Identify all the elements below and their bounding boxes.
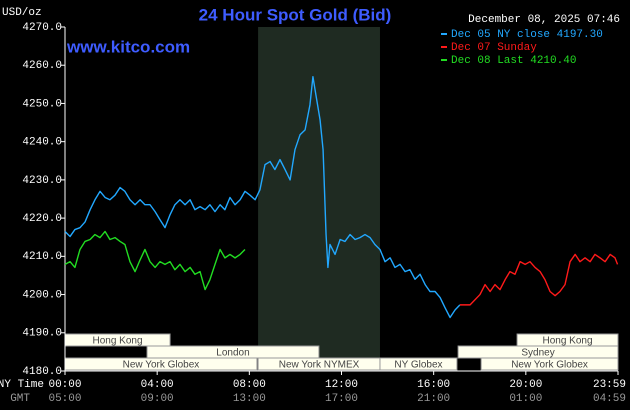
y-tick-label: 4180.0 bbox=[22, 366, 62, 378]
y-tick-label: 4260.0 bbox=[22, 60, 62, 72]
y-tick-label: 4230.0 bbox=[22, 175, 62, 187]
x-tick-label: 12:00 bbox=[325, 379, 358, 391]
gmt-tick-label: 17:00 bbox=[325, 393, 358, 405]
y-tick-label: 4200.0 bbox=[22, 289, 62, 301]
session-label: New York Globex bbox=[511, 360, 588, 371]
chart-title: 24 Hour Spot Gold (Bid) bbox=[199, 5, 392, 24]
session-label: NY Globex bbox=[394, 360, 442, 371]
y-tick-label: 4270.0 bbox=[22, 22, 62, 34]
y-tick-label: 4190.0 bbox=[22, 328, 62, 340]
session-box bbox=[516, 333, 619, 347]
session-label: Hong Kong bbox=[93, 336, 143, 347]
legend-label: Dec 08 Last 4210.40 bbox=[451, 55, 576, 67]
session-label: New York Globex bbox=[123, 360, 200, 371]
session-box bbox=[480, 357, 619, 371]
session-label: New York NYMEX bbox=[279, 360, 360, 371]
x-tick-label: 08:00 bbox=[233, 379, 266, 391]
x-tick-label: 00:00 bbox=[48, 379, 81, 391]
x-tick-label: 16:00 bbox=[417, 379, 450, 391]
highlight-band bbox=[258, 27, 380, 371]
gmt-tick-label: 05:00 bbox=[48, 393, 81, 405]
y-tick-label: 4250.0 bbox=[22, 98, 62, 110]
x-tick-label: 23:59 bbox=[593, 379, 626, 391]
gmt-row-label: GMT bbox=[10, 393, 30, 405]
y-tick-label: 4240.0 bbox=[22, 137, 62, 149]
session-label: Hong Kong bbox=[543, 336, 593, 347]
gmt-tick-label: 01:00 bbox=[509, 393, 542, 405]
gmt-tick-label: 13:00 bbox=[233, 393, 266, 405]
plot-layer bbox=[258, 27, 380, 371]
y-tick-label: 4210.0 bbox=[22, 251, 62, 263]
session-label: London bbox=[216, 348, 249, 359]
session-box bbox=[379, 357, 458, 371]
legend-label: Dec 07 Sunday bbox=[451, 42, 537, 54]
x-tick-label: 04:00 bbox=[141, 379, 174, 391]
legend-box bbox=[438, 28, 620, 68]
price-line bbox=[459, 253, 619, 306]
session-label: Sydney bbox=[521, 348, 554, 359]
gmt-tick-label: 04:59 bbox=[593, 393, 626, 405]
price-line bbox=[64, 230, 246, 291]
gmt-tick-label: 09:00 bbox=[141, 393, 174, 405]
y-axis-label: USD/oz bbox=[2, 7, 42, 19]
x-tick-label: 20:00 bbox=[509, 379, 542, 391]
price-line bbox=[64, 75, 461, 319]
y-tick-label: 4220.0 bbox=[22, 213, 62, 225]
gmt-tick-label: 21:00 bbox=[417, 393, 450, 405]
watermark: www.kitco.com bbox=[66, 37, 190, 56]
date-label: December 08, 2025 07:46 bbox=[468, 14, 620, 26]
legend-label: Dec 05 NY close 4197.30 bbox=[451, 29, 603, 41]
x-row-label: NY Time bbox=[0, 379, 44, 391]
